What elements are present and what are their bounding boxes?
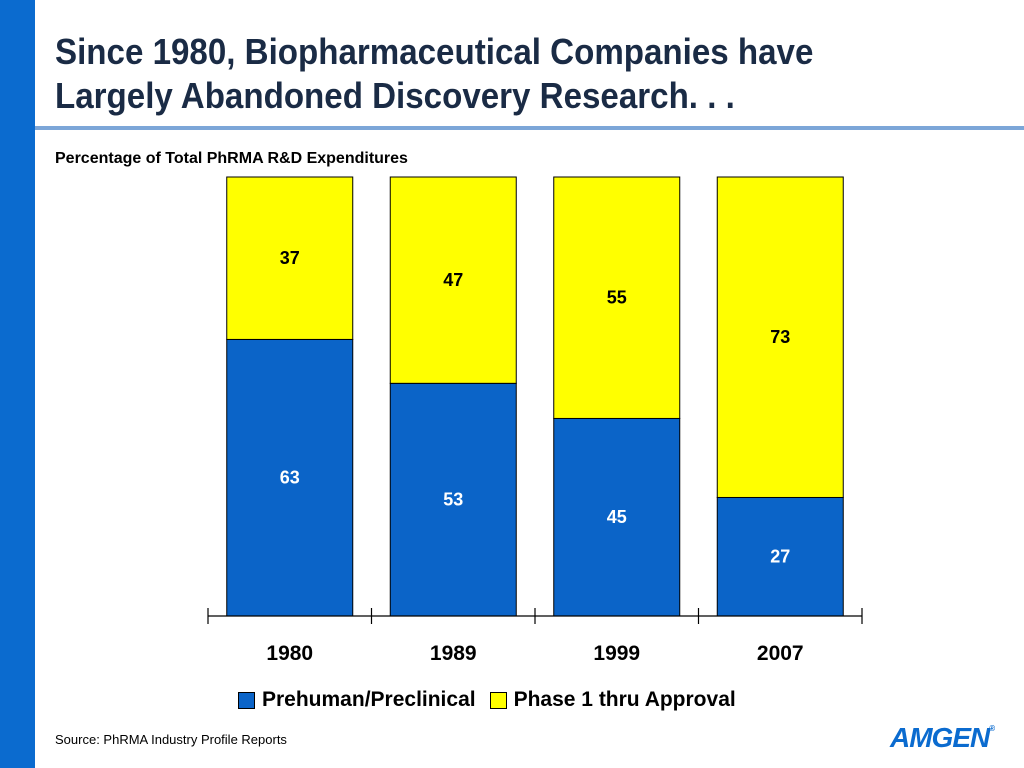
legend-item-preclinical: Prehuman/Preclinical (238, 688, 476, 712)
chart-legend: Prehuman/Preclinical Phase 1 thru Approv… (238, 688, 750, 712)
page-title: Since 1980, Biopharmaceutical Companies … (55, 30, 938, 118)
bar-phase-1999 (553, 176, 681, 419)
legend-swatch-preclinical (238, 691, 255, 709)
bar-preclinical-1999 (553, 417, 681, 617)
x-tick-label-1980: 1980 (266, 642, 313, 665)
data-label-phase-1980: 37 (280, 248, 300, 268)
data-label-preclinical-1999: 45 (607, 507, 627, 527)
data-label-phase-2007: 73 (770, 327, 790, 347)
legend-label-preclinical: Prehuman/Preclinical (262, 688, 476, 711)
x-tick-label-1989: 1989 (430, 642, 477, 665)
title-line-1: Since 1980, Biopharmaceutical Companies … (55, 31, 814, 72)
left-accent-bar (0, 0, 35, 768)
bar-preclinical-1989 (389, 382, 517, 617)
data-label-preclinical-1980: 63 (280, 468, 300, 488)
source-note: Source: PhRMA Industry Profile Reports (55, 732, 287, 747)
data-label-phase-1999: 55 (607, 288, 627, 308)
bar-preclinical-2007 (716, 496, 844, 617)
logo-registered-mark: ® (989, 724, 996, 733)
chart-title: Percentage of Total PhRMA R&D Expenditur… (55, 150, 408, 167)
logo-text: AMGEN (890, 722, 990, 753)
legend-swatch-phase (489, 691, 507, 709)
bar-phase-1989 (389, 176, 517, 384)
title-divider (35, 126, 1024, 130)
x-tick-label-1999: 1999 (593, 642, 640, 665)
legend-item-phase: Phase 1 thru Approval (489, 688, 736, 712)
data-label-phase-1989: 47 (443, 270, 463, 290)
bar-preclinical-1980 (226, 338, 354, 617)
x-tick-label-2007: 2007 (757, 642, 804, 665)
amgen-logo: AMGEN® (890, 722, 995, 754)
title-line-2: Largely Abandoned Discovery Research. . … (55, 75, 735, 116)
data-label-preclinical-2007: 27 (770, 547, 790, 567)
bar-phase-2007 (716, 176, 844, 498)
bar-phase-1980 (226, 176, 354, 340)
legend-label-phase: Phase 1 thru Approval (513, 688, 736, 711)
data-label-preclinical-1989: 53 (443, 490, 463, 510)
